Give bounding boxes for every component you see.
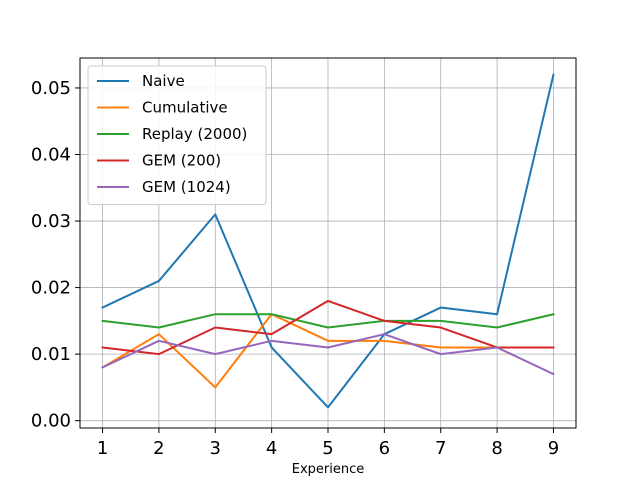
y-tick-label: 0.03 [31, 211, 71, 232]
legend-label-gem-200: GEM (200) [142, 152, 221, 170]
legend-label-gem-1024: GEM (1024) [142, 178, 231, 196]
y-axis-ticks: 0.00 0.01 0.02 0.03 0.04 0.05 [31, 78, 80, 432]
series-line-replay-2000 [101, 313, 555, 329]
legend: Naive Cumulative Replay (2000) GEM (200) GEM… [87, 65, 267, 205]
x-tick-label: 6 [379, 438, 390, 459]
x-tick-label: 2 [153, 438, 164, 459]
series-line-naive [101, 73, 555, 409]
y-tick-label: 0.02 [31, 278, 71, 299]
legend-label-cumulative: Cumulative [142, 99, 228, 117]
legend-box [87, 65, 267, 205]
legend-label-replay-2000: Replay (2000) [142, 125, 247, 143]
x-tick-label: 9 [548, 438, 559, 459]
x-tick-label: 3 [210, 438, 221, 459]
series-line-cumulative [101, 313, 555, 389]
x-axis-label: Experience [292, 462, 365, 477]
y-tick-label: 0.05 [31, 78, 71, 99]
y-tick-label: 0.01 [31, 344, 71, 365]
series-lines [101, 73, 555, 409]
y-tick-label: 0.04 [31, 144, 71, 165]
legend-label-naive: Naive [142, 72, 185, 90]
x-tick-label: 7 [435, 438, 446, 459]
x-axis-ticks: 1 2 3 4 5 6 7 8 9 [97, 428, 559, 459]
x-tick-label: 4 [266, 438, 277, 459]
x-tick-label: 1 [97, 438, 108, 459]
series-line-gem-1024 [101, 333, 555, 376]
x-tick-label: 5 [322, 438, 333, 459]
x-tick-label: 8 [491, 438, 502, 459]
y-tick-label: 0.00 [31, 411, 71, 432]
